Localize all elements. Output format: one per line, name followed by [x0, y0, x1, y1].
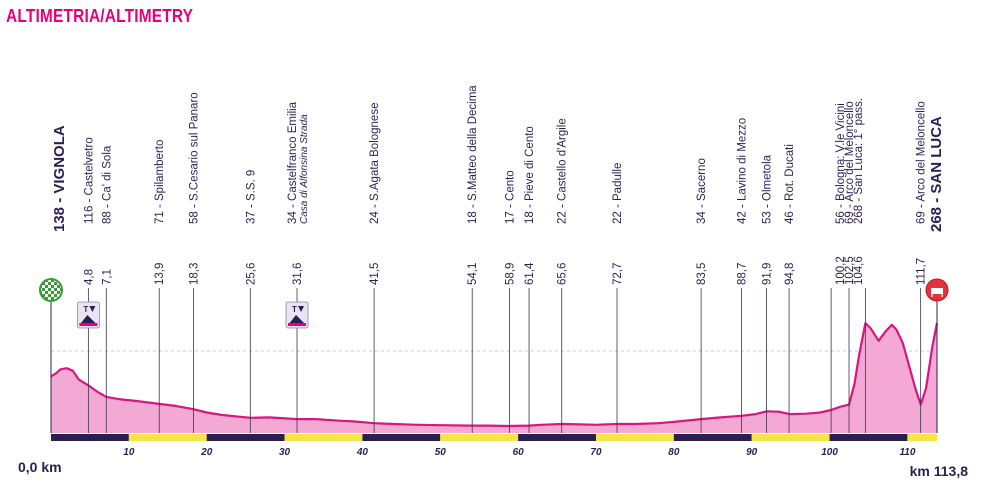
waypoint-km-label: 7,1: [101, 269, 113, 285]
tick-label: 30: [279, 447, 291, 458]
waypoint-km-label: 94,8: [784, 263, 796, 285]
waypoint-name-label: 46 - Rot. Ducati: [784, 144, 796, 224]
waypoint-name-label: 58 - S.Cesario sul Panaro: [188, 92, 200, 224]
waypoint-km-label: 54,1: [467, 263, 479, 285]
waypoint-km-label: 104,6: [853, 256, 865, 285]
waypoint-name-label: 42 - Lavino di Mezzo: [737, 118, 749, 224]
tv-sprint-icon: T: [76, 301, 100, 329]
waypoint-km-label: 100,2: [835, 256, 847, 285]
profile-line: [50, 322, 939, 428]
waypoint-name-label: 22 - Padulle: [612, 163, 624, 224]
waypoint-name-label: 18 - Pieve di Cento: [524, 126, 536, 224]
waypoint-name-label: 24 - S.Agata Bolognese: [369, 103, 381, 224]
waypoint-km-label: 102,5: [844, 256, 856, 285]
waypoint-km-label: 91,9: [761, 263, 773, 285]
waypoint-name-label: 71 - Spilamberto: [154, 140, 166, 224]
tick-label: 80: [668, 447, 680, 458]
axis-segment: [440, 434, 519, 441]
profile-area: [51, 323, 937, 433]
waypoint-name-label: 56 - Bologna: V.le Vicini: [835, 103, 847, 224]
axis-segment: [518, 434, 596, 441]
tick-label: 20: [200, 447, 213, 458]
waypoint-name-label: 18 - S.Matteo della Decima: [467, 85, 479, 224]
tv-sprint-icon: T: [285, 301, 309, 329]
waypoint-km-label: 61,4: [524, 262, 536, 285]
axis-segment: [51, 434, 129, 441]
waypoint-km-label: 58,9: [505, 263, 517, 285]
waypoint-km-label: 83,5: [696, 263, 708, 285]
end-km-label: km 113,8: [910, 463, 969, 479]
waypoint-name-label: 69 - Arco del Meloncello: [916, 101, 928, 224]
svg-text:T: T: [292, 305, 297, 314]
waypoint-name-label: 88 - Ca' di Sola: [101, 145, 113, 224]
start-town-label: 138 - VIGNOLA: [51, 125, 68, 232]
chart-title: ALTIMETRIA/ALTIMETRY: [6, 6, 194, 26]
axis-segment: [829, 434, 908, 441]
waypoint-km-label: 18,3: [188, 263, 200, 285]
waypoint-km-label: 25,6: [245, 263, 257, 285]
waypoint-name-label: 268 - San Luca: 1° pass.: [853, 98, 865, 224]
waypoint-km-label: 4,8: [83, 269, 95, 285]
waypoint-name-label: 22 - Castello d'Argile: [557, 118, 569, 224]
waypoint-subname-label: Casa di Alfonsina Strada: [299, 114, 310, 224]
waypoint-km-label: 88,7: [737, 263, 749, 285]
waypoint-km-label: 65,6: [557, 263, 569, 285]
axis-segment: [284, 434, 363, 441]
axis-segment: [362, 434, 441, 441]
waypoint-name-label: 53 - Olmetola: [761, 154, 773, 224]
waypoint-km-label: 31,6: [292, 263, 304, 285]
finish-line-icon: [925, 278, 949, 302]
tick-label: 110: [899, 447, 915, 458]
checkered-flag-icon: [39, 278, 63, 302]
tick-label: 50: [435, 447, 447, 458]
axis-segment: [206, 434, 285, 441]
tick-label: 60: [513, 447, 525, 458]
tick-label: 70: [590, 447, 602, 458]
waypoint-name-label: 17 - Cento: [505, 170, 517, 224]
waypoint-km-label: 13,9: [154, 263, 166, 285]
waypoint-name-label: 37 - S.S. 9: [245, 170, 257, 224]
svg-text:T: T: [83, 305, 88, 314]
axis-segment: [128, 434, 207, 441]
axis-segment: [595, 434, 674, 441]
tick-label: 90: [746, 447, 758, 458]
waypoint-name-label: 69 - Arco del Meloncello: [844, 101, 856, 224]
waypoint-name-label: 34 - Castelfranco Emilia: [287, 101, 299, 224]
axis-segment: [907, 434, 937, 441]
waypoint-name-label: 34 - Sacerno: [696, 158, 708, 224]
start-km-label: 0,0 km: [18, 459, 62, 475]
waypoint-name-label: 116 - Castelvetro: [83, 137, 95, 224]
tick-label: 10: [123, 447, 135, 458]
tick-label: 100: [821, 447, 838, 458]
waypoint-km-label: 72,7: [612, 263, 624, 285]
axis-segment: [673, 434, 752, 441]
finish-town-label: 268 - SAN LUCA: [928, 116, 945, 232]
waypoint-km-label: 111,7: [916, 258, 928, 285]
axis-segment: [751, 434, 830, 441]
tick-label: 40: [356, 447, 369, 458]
waypoint-km-label: 41,5: [369, 263, 381, 285]
